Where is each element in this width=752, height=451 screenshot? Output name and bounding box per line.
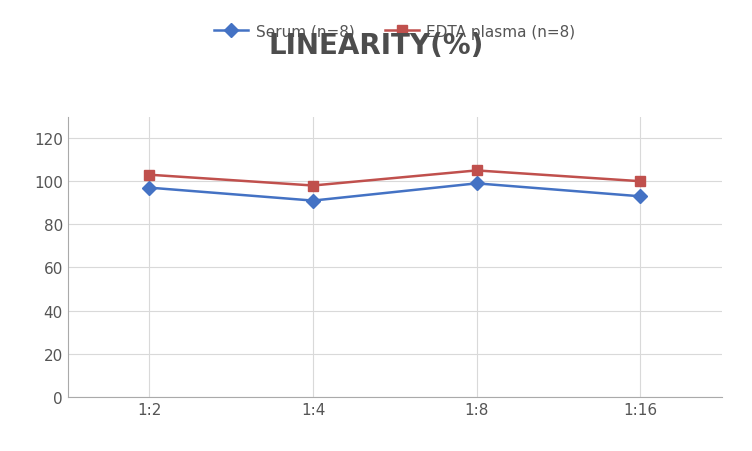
Line: Serum (n=8): Serum (n=8) xyxy=(144,179,645,206)
Text: LINEARITY(%): LINEARITY(%) xyxy=(268,32,484,60)
Serum (n=8) xyxy=(145,185,154,191)
Line: EDTA plasma (n=8): EDTA plasma (n=8) xyxy=(144,166,645,191)
Serum (n=8) xyxy=(635,194,644,199)
Serum (n=8) xyxy=(308,198,317,204)
EDTA plasma (n=8) xyxy=(472,168,481,174)
EDTA plasma (n=8) xyxy=(145,173,154,178)
Legend: Serum (n=8), EDTA plasma (n=8): Serum (n=8), EDTA plasma (n=8) xyxy=(208,18,581,46)
EDTA plasma (n=8) xyxy=(308,184,317,189)
Serum (n=8) xyxy=(472,181,481,187)
EDTA plasma (n=8) xyxy=(635,179,644,184)
